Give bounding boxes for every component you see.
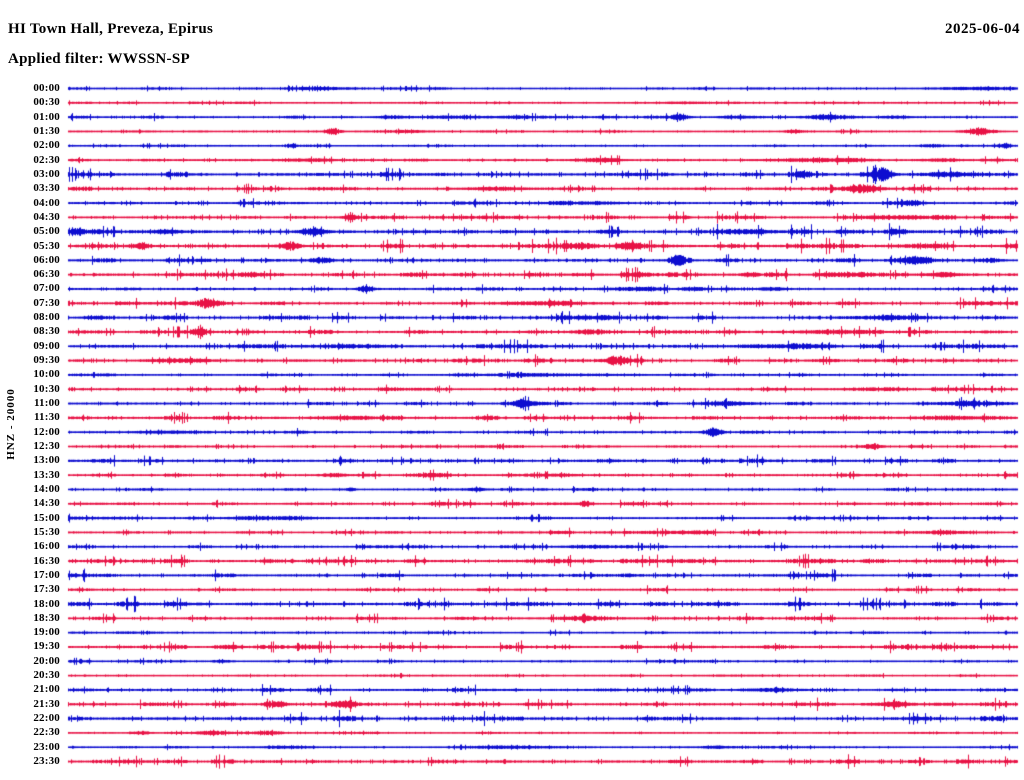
seismogram-trace-area[interactable] bbox=[0, 0, 1024, 780]
helicorder-page: HI Town Hall, Preveza, Epirus Applied fi… bbox=[0, 0, 1024, 780]
